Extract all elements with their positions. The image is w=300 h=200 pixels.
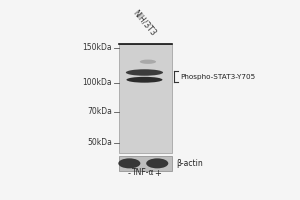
Ellipse shape [118,158,140,168]
Text: NIH/3T3: NIH/3T3 [131,8,158,37]
Bar [119,44,172,153]
Text: 150kDa: 150kDa [82,43,112,52]
Text: Phospho-STAT3-Y705: Phospho-STAT3-Y705 [181,74,256,80]
Ellipse shape [126,77,163,83]
Text: 100kDa: 100kDa [82,78,112,87]
Ellipse shape [146,158,168,168]
Text: -: - [128,169,131,178]
Bar [119,156,172,171]
Text: β-actin: β-actin [176,159,202,168]
Ellipse shape [140,60,156,64]
Text: TNF-α: TNF-α [132,168,154,177]
Text: +: + [154,169,161,178]
Text: 70kDa: 70kDa [87,107,112,116]
Text: 50kDa: 50kDa [87,138,112,147]
Ellipse shape [126,69,163,76]
